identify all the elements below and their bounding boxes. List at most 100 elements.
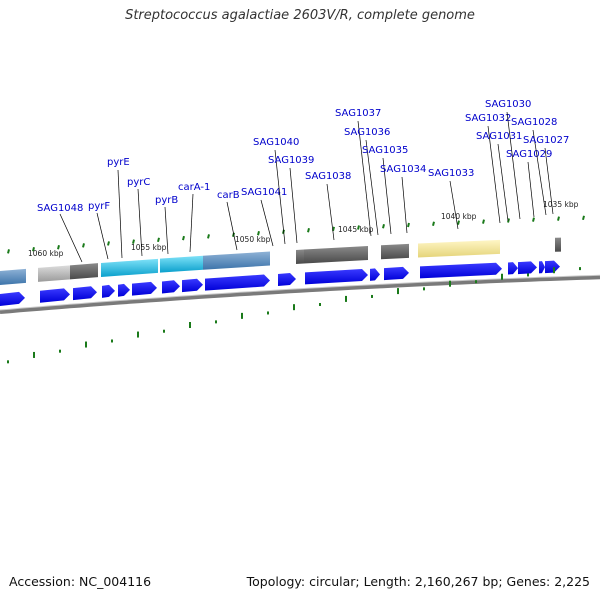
- gene-leader-line: [487, 125, 501, 224]
- feature-bar: [296, 249, 304, 264]
- gene-label: SAG1040: [253, 137, 299, 148]
- scale-tick: [507, 218, 510, 223]
- gene-leader-line: [401, 176, 408, 234]
- feature-bar: [70, 263, 98, 280]
- gene-label: carB: [217, 190, 240, 201]
- cds-arrow: [0, 291, 25, 306]
- gene-leader-line: [544, 147, 554, 215]
- cds-arrow: [508, 262, 518, 275]
- feature-bar: [304, 245, 368, 264]
- scale-tick: [382, 223, 385, 229]
- topology-text: Topology: circular; Length: 2,160,267 bp…: [246, 574, 590, 589]
- gene-leader-line: [96, 212, 109, 260]
- map-title: Streptococcus agalactiae 2603V/R, comple…: [125, 8, 475, 23]
- gene-leader-line: [289, 167, 298, 244]
- scale-tick: [157, 237, 160, 243]
- gene-leader-line: [382, 157, 392, 235]
- cds-arrow: [370, 268, 380, 281]
- cds-arrow: [539, 261, 545, 274]
- scale-tick: [532, 217, 535, 222]
- scale-tick: [7, 249, 10, 254]
- scale-tick: [482, 219, 485, 224]
- gene-label: SAG1039: [268, 155, 314, 166]
- feature-bar: [381, 243, 409, 260]
- scale-tick: [57, 245, 60, 250]
- cds-arrow: [73, 286, 97, 301]
- gene-leader-line: [357, 120, 372, 237]
- cds-arrow: [182, 278, 203, 293]
- gene-label: SAG1035: [362, 145, 408, 156]
- gene-label: SAG1031: [476, 131, 522, 142]
- gene-label: SAG1032: [465, 113, 511, 124]
- scale-tick: [332, 226, 335, 232]
- scale-tick: [207, 234, 210, 239]
- gene-leader-line: [532, 129, 547, 216]
- gene-leader-line: [274, 149, 286, 245]
- cds-arrow: [518, 261, 537, 275]
- gene-label: SAG1030: [485, 99, 531, 110]
- gene-label: pyrB: [155, 195, 178, 206]
- cds-arrow: [102, 284, 115, 298]
- feature-bar: [38, 265, 70, 282]
- cds-arrow: [384, 266, 409, 281]
- cds-arrow: [305, 268, 368, 285]
- feature-bar: [203, 251, 270, 270]
- genome-backbone: [0, 275, 600, 314]
- gene-label: SAG1029: [506, 149, 552, 160]
- cds-arrow: [162, 280, 180, 294]
- kbp-label: 1050 kbp: [235, 235, 271, 244]
- scale-tick: [557, 216, 560, 221]
- genome-backbone-highlight: [0, 274, 600, 311]
- gene-label: SAG1028: [511, 117, 557, 128]
- gene-leader-line: [527, 161, 535, 218]
- gene-leader-line: [226, 201, 238, 251]
- scale-tick: [257, 230, 260, 236]
- feature-bar: [101, 258, 158, 277]
- gene-label: SAG1036: [344, 127, 390, 138]
- gene-leader-line: [449, 180, 459, 230]
- kbp-label: 1060 kbp: [28, 249, 64, 258]
- cds-arrow: [132, 281, 157, 296]
- gene-leader-line: [365, 139, 379, 236]
- scale-tick: [182, 235, 185, 241]
- gene-label: SAG1033: [428, 168, 474, 179]
- scale-tick: [432, 221, 435, 227]
- gene-leader-line: [59, 213, 83, 263]
- scale-tick: [307, 228, 310, 233]
- feature-bar: [160, 255, 203, 273]
- kbp-label: 1045 kbp: [338, 225, 374, 234]
- cds-arrow: [420, 262, 502, 279]
- scale-tick: [132, 239, 135, 244]
- gene-leader-line: [189, 193, 194, 253]
- scale-tick: [107, 241, 110, 246]
- gene-leader-line: [260, 199, 274, 247]
- kbp-label: 1040 kbp: [441, 212, 477, 221]
- feature-bar: [555, 237, 561, 252]
- scale-tick: [357, 225, 360, 230]
- scale-tick: [407, 222, 410, 228]
- scale-tick: [582, 215, 585, 221]
- cds-arrow: [118, 283, 130, 297]
- gene-leader-line: [506, 111, 521, 220]
- kbp-label: 1035 kbp: [543, 200, 579, 209]
- gene-label: SAG1034: [380, 164, 426, 175]
- feature-bar: [0, 268, 26, 285]
- feature-bar: [418, 239, 500, 258]
- gene-leader-line: [117, 169, 123, 259]
- accession-text: Accession: NC_004116: [9, 574, 152, 589]
- gene-label: pyrC: [127, 177, 150, 188]
- kbp-label: 1055 kbp: [131, 243, 167, 252]
- gene-leader-line: [137, 188, 143, 257]
- gene-label: pyrE: [107, 157, 130, 168]
- gene-leader-line: [497, 143, 509, 222]
- cds-arrow: [205, 274, 270, 291]
- gene-label: SAG1048: [37, 203, 83, 214]
- cds-arrow: [40, 288, 70, 303]
- gene-label: carA-1: [178, 182, 210, 193]
- gene-leader-line: [326, 183, 335, 241]
- gene-label: pyrF: [88, 201, 110, 212]
- gene-label: SAG1038: [305, 171, 351, 182]
- scale-tick: [457, 220, 460, 225]
- gene-label: SAG1037: [335, 108, 381, 119]
